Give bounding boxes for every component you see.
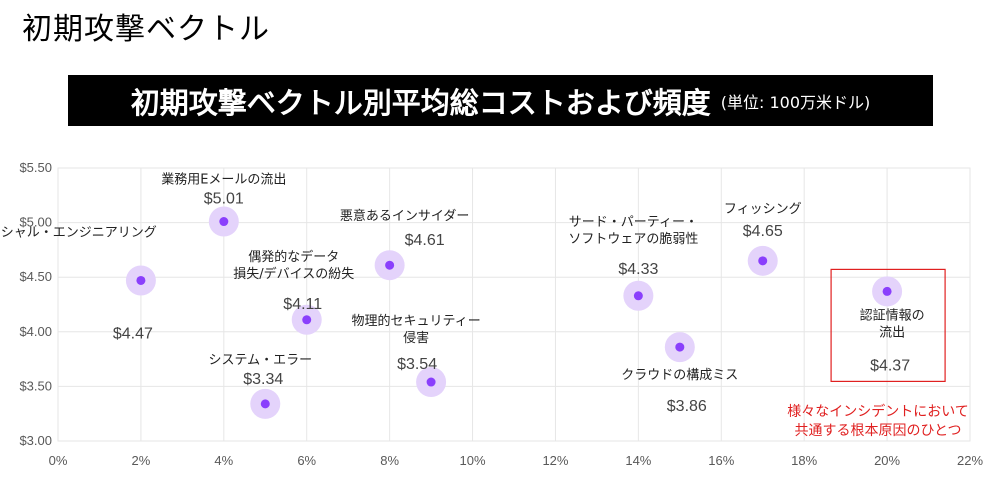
highlight-box bbox=[830, 268, 946, 382]
data-point bbox=[260, 399, 270, 409]
point-label-line-1: 認証情報の bbox=[860, 307, 925, 323]
data-point bbox=[882, 286, 892, 296]
point-label-line-2: 流出 bbox=[879, 325, 905, 340]
point-value: $5.01 bbox=[204, 191, 244, 208]
x-tick-label: 10% bbox=[460, 453, 486, 468]
data-point bbox=[633, 291, 643, 301]
banner-title: 初期攻撃ベクトル別平均総コストおよび頻度 bbox=[130, 85, 711, 120]
x-tick-label: 18% bbox=[791, 453, 817, 468]
data-point bbox=[675, 342, 685, 352]
annotation-note-line-1: 様々なインシデントにおいて bbox=[787, 403, 969, 420]
x-tick-label: 4% bbox=[214, 453, 233, 468]
y-tick-label: $4.50 bbox=[19, 269, 52, 284]
point-value: $4.37 bbox=[870, 357, 910, 374]
x-tick-label: 2% bbox=[132, 453, 151, 468]
point-value: $4.33 bbox=[618, 261, 658, 278]
point-label-line-1: 偶発的なデータ bbox=[248, 249, 339, 265]
point-value: $4.11 bbox=[283, 296, 322, 313]
point-label-line-1: ソーシャル・エンジニアリング bbox=[0, 225, 157, 240]
x-tick-label: 12% bbox=[542, 453, 568, 468]
point-label-line-1: 業務用Eメールの流出 bbox=[161, 172, 286, 188]
data-point bbox=[426, 377, 436, 387]
point-value: $4.61 bbox=[405, 232, 445, 249]
banner-unit: (単位: 100万米ドル) bbox=[720, 92, 871, 112]
plot-area bbox=[57, 167, 971, 442]
x-tick-label: 6% bbox=[297, 453, 316, 468]
x-tick-label: 20% bbox=[874, 453, 900, 468]
point-label-line-1: サード・パーティー・ bbox=[569, 215, 698, 230]
y-tick-label: $3.50 bbox=[19, 378, 52, 393]
annotation-note-line-2: 共通する根本原因のひとつ bbox=[794, 423, 961, 439]
x-tick-label: 16% bbox=[708, 453, 734, 468]
data-point bbox=[219, 217, 229, 227]
y-tick-label: $3.00 bbox=[19, 433, 52, 448]
point-value: $4.65 bbox=[743, 223, 783, 240]
x-tick-label: 8% bbox=[380, 453, 399, 468]
point-label-line-1: 物理的セキュリティー bbox=[351, 313, 480, 329]
y-tick-label: $5.00 bbox=[19, 215, 52, 230]
point-label-line-1: 悪意あるインサイダー bbox=[340, 208, 469, 224]
point-value: $3.34 bbox=[243, 371, 283, 388]
point-label-line-2: 損失/デバイスの紛失 bbox=[233, 266, 354, 282]
x-tick-label: 14% bbox=[625, 453, 651, 468]
point-label-line-1: システム・エラー bbox=[208, 353, 312, 368]
y-tick-label: $4.00 bbox=[19, 324, 52, 339]
point-label-line-1: フィッシング bbox=[724, 202, 802, 217]
data-point bbox=[136, 275, 146, 285]
data-point bbox=[385, 260, 395, 270]
point-label-line-2: ソフトウェアの脆弱性 bbox=[568, 231, 698, 247]
x-tick-label: 0% bbox=[49, 453, 68, 468]
point-value: $3.86 bbox=[667, 398, 707, 415]
chart-banner: 初期攻撃ベクトル別平均総コストおよび頻度 (単位: 100万米ドル) bbox=[68, 75, 933, 126]
point-value: $3.54 bbox=[397, 356, 437, 373]
point-value: $4.47 bbox=[113, 325, 153, 342]
x-tick-label: 22% bbox=[957, 453, 983, 468]
point-label-line-2: 侵害 bbox=[403, 330, 429, 346]
data-point bbox=[758, 256, 768, 266]
point-label-line-1: クラウドの構成ミス bbox=[621, 368, 738, 383]
y-tick-label: $5.50 bbox=[19, 160, 52, 175]
page-title: 初期攻撃ベクトル bbox=[22, 12, 270, 47]
data-point bbox=[302, 315, 312, 325]
